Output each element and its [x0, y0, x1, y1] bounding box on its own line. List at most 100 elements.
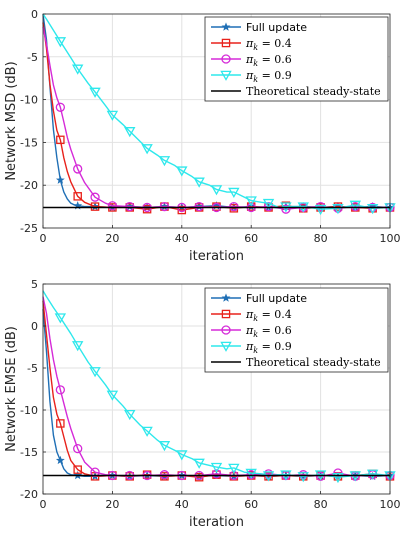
legend-label: Full update — [246, 292, 307, 305]
data-point-marker — [89, 87, 101, 98]
x-tick-label: 40 — [175, 498, 189, 511]
data-point-marker — [211, 469, 222, 479]
series-4 — [42, 13, 396, 216]
data-point-marker — [366, 469, 379, 480]
x-tick-label: 40 — [175, 232, 189, 245]
x-tick-label: 100 — [380, 232, 401, 245]
data-point-marker — [297, 472, 309, 483]
x-tick-label: 80 — [314, 232, 328, 245]
x-axis-label: iteration — [189, 515, 244, 530]
data-point-marker — [55, 175, 65, 184]
y-tick-label: -20 — [20, 488, 38, 501]
legend-label: πk = 0.6 — [245, 324, 292, 339]
data-point-marker — [245, 196, 257, 207]
legend-entry-1: Full update — [211, 21, 307, 34]
data-point-marker — [90, 202, 100, 211]
y-tick-label: 0 — [31, 320, 38, 333]
legend-label: Full update — [246, 21, 307, 34]
data-point-marker — [159, 201, 170, 212]
data-point-marker — [159, 470, 170, 480]
data-point-marker — [56, 135, 65, 145]
data-point-marker — [349, 200, 362, 211]
y-tick-label: -25 — [20, 222, 38, 235]
data-point-marker — [262, 198, 275, 210]
data-point-marker — [73, 192, 82, 201]
y-tick-label: -5 — [27, 362, 38, 375]
data-point-marker — [73, 443, 83, 454]
x-tick-label: 0 — [40, 498, 47, 511]
chart-panel-2: 0 20 40 60 80 100 5 0 -5 -10 -15 -20 iteration Networ… — [4, 278, 401, 530]
data-point-marker — [176, 450, 188, 461]
data-point-marker — [332, 472, 344, 484]
data-point-marker — [158, 441, 171, 452]
data-point-marker — [55, 102, 65, 112]
x-tick-label: 100 — [380, 498, 401, 511]
legend: Full update πk = 0.4πk = 0.6πk = 0.9Theor… — [204, 16, 389, 102]
data-point-marker — [124, 409, 136, 421]
legend-entry-3: πk = 0.6 — [211, 53, 292, 68]
x-tick-label: 80 — [314, 498, 328, 511]
legend-marker — [221, 293, 231, 302]
data-point-marker — [366, 204, 379, 215]
legend-label: πk = 0.9 — [245, 69, 292, 84]
axes-frame — [42, 13, 391, 229]
legend-marker — [220, 341, 232, 352]
data-point-marker — [55, 455, 65, 465]
data-point-marker — [125, 201, 135, 212]
data-point-marker — [193, 458, 205, 469]
y-tick-label: -15 — [20, 136, 38, 149]
data-point-marker — [141, 426, 153, 437]
chart-panel-1: 0 20 40 60 80 100 0 -5 -10 -15 -20 -25 iteration Netw… — [4, 8, 401, 264]
y-tick-label: -15 — [20, 446, 38, 459]
y-tick-label: -20 — [20, 179, 38, 192]
legend-entry-2: πk = 0.4 — [211, 308, 292, 323]
data-point-marker — [55, 385, 65, 395]
legend-marker — [220, 70, 232, 81]
series-group — [42, 13, 396, 216]
data-point-marker — [71, 341, 84, 352]
data-point-marker — [194, 201, 204, 212]
y-tick-label: -5 — [27, 51, 38, 64]
legend-entry-5: Theoretical steady-state — [211, 356, 381, 369]
data-point-marker — [193, 177, 205, 188]
data-point-marker — [73, 164, 83, 174]
legend-label: πk = 0.6 — [245, 53, 292, 68]
y-tick-label: -10 — [20, 94, 38, 107]
legend-entry-2: πk = 0.4 — [211, 37, 292, 52]
data-point-marker — [314, 204, 327, 216]
data-point-marker — [71, 64, 84, 75]
y-axis-label: Network EMSE (dB) — [4, 326, 19, 452]
legend-entry-1: Full update — [211, 292, 307, 305]
x-tick-label: 0 — [40, 232, 47, 245]
x-tick-label: 20 — [105, 232, 119, 245]
y-tick-label: 0 — [31, 8, 38, 21]
legend-entry-3: πk = 0.6 — [211, 324, 292, 339]
data-point-marker — [228, 463, 240, 474]
y-tick-label: -10 — [20, 404, 38, 417]
legend-label: πk = 0.4 — [245, 37, 292, 52]
data-point-marker — [89, 367, 101, 378]
data-point-marker — [245, 468, 257, 479]
data-point-marker — [281, 204, 291, 214]
data-point-marker — [107, 201, 118, 211]
data-point-marker — [176, 166, 188, 177]
data-point-marker — [106, 110, 119, 121]
data-point-marker — [332, 204, 344, 215]
legend-marker — [221, 22, 231, 31]
data-point-marker — [73, 465, 82, 474]
legend-marker — [221, 38, 231, 48]
x-axis-label: iteration — [189, 249, 244, 264]
data-point-marker — [106, 390, 119, 401]
x-tick-label: 60 — [244, 232, 258, 245]
data-point-marker — [56, 419, 65, 428]
legend-label: πk = 0.9 — [245, 340, 292, 355]
y-tick-label: 5 — [31, 278, 38, 291]
data-point-marker — [54, 37, 67, 48]
axes-frame — [42, 283, 391, 495]
y-axis-label: Network MSD (dB) — [4, 61, 19, 180]
data-point-marker — [228, 187, 240, 198]
data-point-marker — [90, 192, 100, 202]
series-group — [42, 290, 396, 484]
x-tick-label: 60 — [244, 498, 258, 511]
